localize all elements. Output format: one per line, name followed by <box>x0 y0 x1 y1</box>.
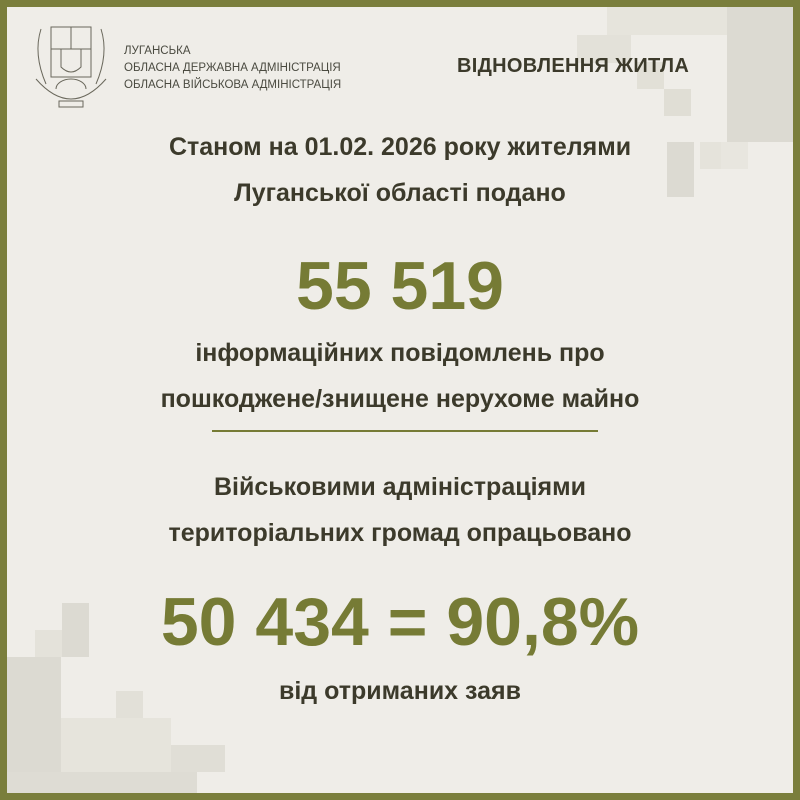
description-line-1: інформаційних повідомлень про <box>195 339 605 367</box>
decor-square <box>664 89 691 116</box>
decor-square <box>116 691 143 718</box>
coat-of-arms-logo <box>35 26 107 108</box>
submitted-count: 55 519 <box>296 248 504 324</box>
intro-line-2: Луганської області подано <box>234 179 566 207</box>
decor-square <box>667 142 694 197</box>
organization-name: ЛУГАНСЬКА ОБЛАСНА ДЕРЖАВНА АДМІНІСТРАЦІЯ… <box>124 43 341 94</box>
divider <box>212 430 598 432</box>
footer-text: від отриманих заяв <box>278 677 521 705</box>
org-line: ОБЛАСНА ВІЙСЬКОВА АДМІНІСТРАЦІЯ <box>124 79 342 91</box>
processed-line-2: територіальних громад опрацьовано <box>168 519 632 547</box>
decor-square <box>35 630 62 657</box>
org-line: ОБЛАСНА ДЕРЖАВНА АДМІНІСТРАЦІЯ <box>124 62 341 74</box>
intro-line-1: Станом на 01.02. 2026 року жителями <box>168 133 632 161</box>
processed-result: 50 434 = 90,8% <box>160 584 640 660</box>
org-line: ЛУГАНСЬКА <box>124 45 191 57</box>
decor-square <box>7 772 197 793</box>
decor-square <box>637 62 664 89</box>
processed-line-1: Військовими адміністраціями <box>214 473 586 501</box>
decor-square <box>7 657 61 793</box>
decor-square <box>577 35 631 63</box>
decor-square <box>727 7 793 142</box>
description-line-2: пошкоджене/знищене нерухоме майно <box>160 385 640 413</box>
decor-square <box>721 142 748 169</box>
infographic-card: ЛУГАНСЬКА ОБЛАСНА ДЕРЖАВНА АДМІНІСТРАЦІЯ… <box>7 7 793 793</box>
decor-square <box>171 745 225 772</box>
header-title: ВІДНОВЛЕННЯ ЖИТЛА <box>457 55 690 77</box>
decor-square <box>62 603 89 657</box>
